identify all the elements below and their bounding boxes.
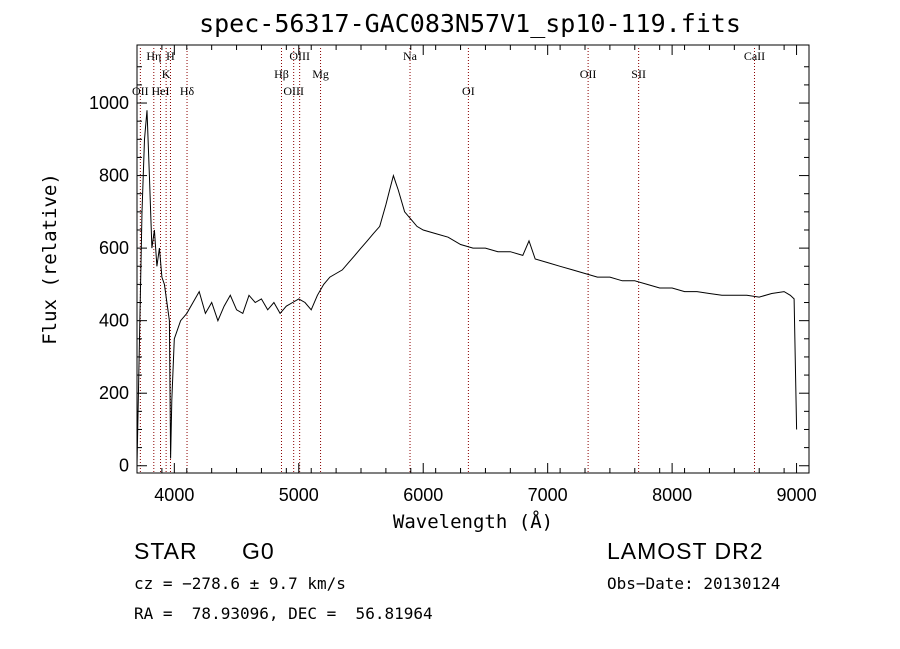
y-tick-label: 200 [99,383,129,403]
y-tick-label: 1000 [89,93,129,113]
spectral-line-label: CaII [744,49,765,63]
spectrum-chart: spec-56317-GAC083N57V1_sp10-119.fits OII… [39,9,817,533]
spectral-line-label: Hβ [274,67,289,81]
spectral-line-label: OII [132,84,149,98]
object-class: STAR [134,538,198,564]
spectral-line-label: K [162,67,171,81]
data-release: LAMOST DR2 [607,538,764,564]
chart-title: spec-56317-GAC083N57V1_sp10-119.fits [199,9,741,38]
y-tick-label: 800 [99,166,129,186]
x-tick-label: 8000 [652,485,692,505]
x-tick-label: 4000 [154,485,194,505]
y-tick-label: 600 [99,238,129,258]
spectral-line-label: H [166,49,175,63]
spectrum-series-line [136,110,798,466]
x-axis-label: Wavelength (Å) [393,510,553,533]
spectral-line-label: Mg [312,67,329,81]
redshift-velocity: cz = −278.6 ± 9.7 km/s [134,574,346,593]
y-tick-label: 0 [119,456,129,476]
spectral-line-label: SII [631,67,646,81]
spectral-line-label: Hη [146,49,161,63]
x-tick-label: 7000 [528,485,568,505]
observation-date: Obs−Date: 20130124 [607,574,781,593]
x-tick-label: 6000 [403,485,443,505]
spectral-line-label: Hδ [180,84,195,98]
x-tick-label: 9000 [777,485,817,505]
spectral-line-label: OI [462,84,475,98]
spectral-line-label: OII [580,67,597,81]
y-axis-label: Flux (relative) [39,173,61,345]
plot-frame [136,44,810,474]
spectral-line-label: Na [403,49,418,63]
x-tick-label: 5000 [279,485,319,505]
spectral-line-label: OIII [289,49,310,63]
y-tick-label: 400 [99,311,129,331]
object-subclass: G0 [242,538,275,564]
spectral-line-label: HeI [152,84,170,98]
coordinates: RA = 78.93096, DEC = 56.81964 [134,604,433,623]
spectral-line-label: OIII [283,84,304,98]
